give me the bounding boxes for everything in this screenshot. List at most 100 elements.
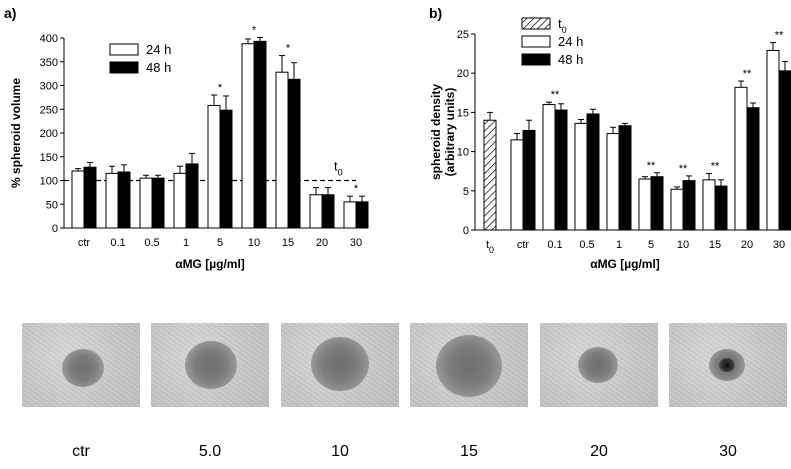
photo-label-ctr: ctr [72,443,90,460]
legend-swatch [109,43,139,56]
legend-label: 48 h [558,52,583,67]
y-tick-label: 300 [40,81,58,93]
x-tick-label-t0: t0 [486,239,494,255]
legend-swatch [521,35,551,48]
significance-mark: ** [775,30,784,42]
x-tick-label-15: 15 [709,239,721,251]
bar-48h-20 [321,194,335,229]
photo-label-10: 10 [331,443,349,460]
photo-label-15: 15 [460,443,478,460]
bar-24h-ctr [71,170,85,229]
x-tick-label-ctr: ctr [517,239,530,251]
bar-t0 [483,119,497,231]
bar-48h-0.5 [586,113,600,231]
significance-mark: ** [743,68,752,80]
legend-label: 48 h [146,60,171,75]
legend-label: t0 [558,16,567,35]
significance-mark: * [286,43,291,55]
bar-24h-15 [702,179,716,231]
bar-48h-10 [682,180,696,231]
bar-48h-15 [714,185,728,231]
x-tick-label-10: 10 [677,239,689,251]
spheroid-photo-10 [281,323,399,407]
y-tick-label: 10 [457,147,469,159]
y-tick-label: 5 [463,186,469,198]
legend-label: 24 h [558,34,583,49]
bar-48h-30 [778,70,791,231]
significance-mark: ** [711,161,720,173]
reference-line-label: t0 [334,159,343,178]
x-tick-label-30: 30 [350,237,362,249]
photo-label-30: 30 [719,443,737,460]
spheroid-photo-20 [540,323,658,407]
x-tick-label-0.5: 0.5 [579,239,594,251]
x-tick-label-0.5: 0.5 [144,237,159,249]
x-tick-label-1: 1 [616,239,622,251]
x-tick-label-20: 20 [741,239,753,251]
y-tick-label: 150 [40,152,58,164]
bar-24h-20 [734,86,748,231]
x-tick-label-15: 15 [282,237,294,249]
photo-label-20: 20 [590,443,608,460]
spheroid-photo-ctr [22,323,140,407]
bar-24h-5 [638,178,652,231]
bar-48h-1 [185,163,199,229]
bar-48h-10 [253,40,267,229]
bar-48h-ctr [83,166,97,229]
x-tick-label-1: 1 [183,237,189,249]
bar-24h-0.5 [139,177,153,229]
legend-label: 24 h [146,42,171,57]
x-tick-label-0.1: 0.1 [110,237,125,249]
legend-swatch [109,61,139,74]
bar-48h-15 [287,78,301,229]
legend-swatch [521,17,551,30]
bar-48h-0.1 [117,171,131,229]
legend-swatch [521,53,551,66]
x-axis-title: αMG [µg/ml] [175,257,245,271]
significance-mark: * [252,25,257,37]
bar-24h-5 [207,104,221,229]
bar-48h-30 [355,201,369,229]
y-tick-label: 0 [52,223,58,235]
bar-48h-5 [219,109,233,229]
x-tick-label-5: 5 [648,239,654,251]
bar-24h-ctr [510,139,524,231]
panel-label-b: b) [429,5,442,21]
chart-panel-a: a) 0 50 100 150 200 250 300 350 400 % spheroid vol… [4,5,369,271]
bar-48h-ctr [522,129,536,231]
x-tick-label-10: 10 [248,237,260,249]
significance-mark: ** [679,163,688,175]
y-tick-label: 20 [457,68,469,80]
x-tick-label-ctr: ctr [78,237,91,249]
bar-48h-0.1 [554,109,568,231]
y-tick-label: 200 [40,128,58,140]
bar-24h-0.1 [105,172,119,229]
bar-24h-1 [606,133,620,231]
x-tick-label-20: 20 [316,237,328,249]
bar-24h-15 [275,71,289,229]
x-tick-label-30: 30 [773,239,785,251]
bar-24h-20 [309,194,323,229]
bar-48h-0.5 [151,177,165,229]
y-axis-title: spheroid density [429,84,443,180]
y-tick-label: 250 [40,104,58,116]
bar-24h-0.5 [574,122,588,231]
y-tick-label: 15 [457,107,469,119]
spheroid-photo-30 [669,323,787,407]
significance-mark: ** [647,160,656,172]
bar-24h-30 [343,201,357,229]
y-tick-label: 100 [40,176,58,188]
y-axis-title-2: (arbitrary units) [443,88,457,177]
y-tick-label: 0 [463,225,469,237]
significance-mark: ** [551,89,560,101]
y-tick-label: 350 [40,57,58,69]
y-tick-label: 50 [46,199,58,211]
photo-label-5: 5.0 [198,443,222,460]
y-tick-label: 400 [40,33,58,45]
x-tick-label-0.1: 0.1 [547,239,562,251]
bar-48h-1 [618,125,632,231]
y-tick-label: 25 [457,29,469,41]
bar-48h-20 [746,107,760,231]
spheroid-photo-15 [410,323,528,407]
